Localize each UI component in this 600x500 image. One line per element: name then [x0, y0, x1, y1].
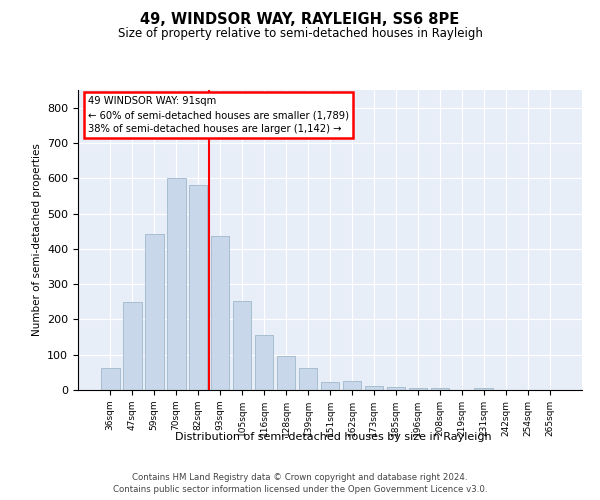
Bar — [211, 236, 229, 390]
Bar — [431, 388, 449, 390]
Bar — [365, 386, 383, 390]
Bar — [123, 302, 142, 390]
Bar — [386, 387, 405, 390]
Bar — [343, 381, 361, 390]
Bar — [101, 368, 119, 390]
Text: Distribution of semi-detached houses by size in Rayleigh: Distribution of semi-detached houses by … — [175, 432, 491, 442]
Bar — [233, 300, 251, 390]
Bar — [475, 388, 493, 390]
Bar — [320, 382, 340, 390]
Y-axis label: Number of semi-detached properties: Number of semi-detached properties — [32, 144, 41, 336]
Bar — [409, 388, 427, 390]
Bar — [189, 186, 208, 390]
Bar — [145, 234, 164, 390]
Bar — [255, 334, 274, 390]
Bar — [299, 368, 317, 390]
Text: 49, WINDSOR WAY, RAYLEIGH, SS6 8PE: 49, WINDSOR WAY, RAYLEIGH, SS6 8PE — [140, 12, 460, 28]
Text: 49 WINDSOR WAY: 91sqm
← 60% of semi-detached houses are smaller (1,789)
38% of s: 49 WINDSOR WAY: 91sqm ← 60% of semi-deta… — [88, 96, 349, 134]
Text: Contains HM Land Registry data © Crown copyright and database right 2024.
Contai: Contains HM Land Registry data © Crown c… — [113, 472, 487, 494]
Bar — [167, 178, 185, 390]
Bar — [277, 356, 295, 390]
Text: Size of property relative to semi-detached houses in Rayleigh: Size of property relative to semi-detach… — [118, 28, 482, 40]
